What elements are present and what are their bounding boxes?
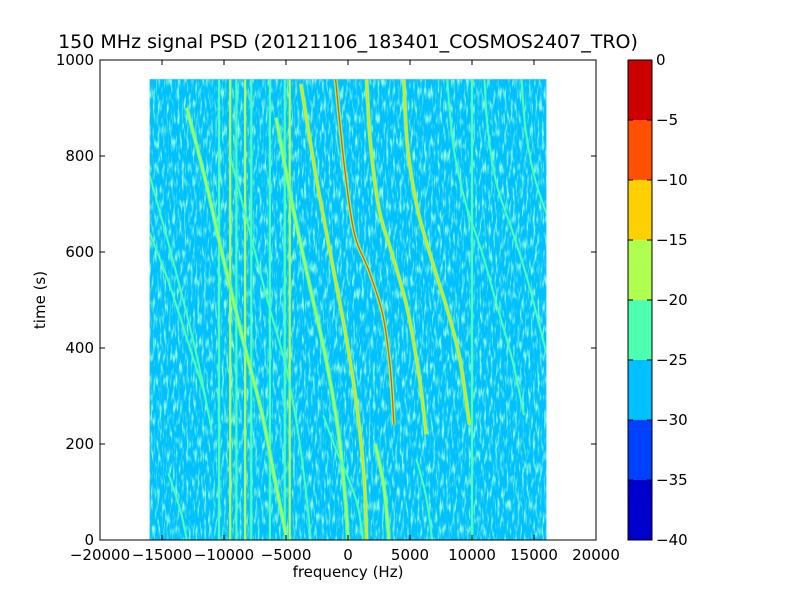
doppler-trace: [446, 79, 526, 416]
y-tick-label: 400: [65, 339, 94, 357]
colorbar-tick-label: −10: [656, 171, 688, 189]
y-tick-label: 0: [84, 531, 94, 549]
y-tick-label: 600: [65, 243, 94, 261]
x-axis-label: frequency (Hz): [293, 563, 404, 581]
doppler-trace: [300, 83, 368, 540]
doppler-trace: [185, 107, 287, 536]
x-tick-label: 15000: [510, 546, 558, 564]
doppler-trace: [483, 79, 547, 354]
colorbar-band: [628, 300, 652, 360]
colorbar-tick-label: 0: [656, 51, 666, 69]
y-axis: 0 200 400 600 800 1000: [56, 51, 596, 549]
colorbar-band: [628, 120, 652, 180]
colorbar-tick-label: −40: [656, 531, 688, 549]
colorbar-tick-label: −15: [656, 231, 688, 249]
colorbar-band: [628, 360, 652, 420]
x-tick-label: 0: [343, 546, 353, 564]
colorbar-tick-label: −30: [656, 411, 688, 429]
chart-title: 150 MHz signal PSD (20121106_183401_COSM…: [58, 31, 638, 53]
colorbar-tick-label: −35: [656, 471, 688, 489]
x-tick-label: 5000: [391, 546, 429, 564]
doppler-trace: [149, 232, 207, 397]
colorbar-band: [628, 180, 652, 240]
doppler-trace: [520, 79, 547, 214]
x-axis: −20000 −15000 −10000 −5000 0 5000 10000 15000 20…: [70, 60, 620, 564]
colorbar-tick-label: −5: [656, 111, 678, 129]
x-tick-label: −15000: [132, 546, 192, 564]
x-tick-label: 10000: [448, 546, 496, 564]
doppler-trace: [365, 79, 427, 435]
colorbar-band: [628, 240, 652, 300]
colorbar-tick-label: −20: [656, 291, 688, 309]
colorbar-band: [628, 420, 652, 480]
colorbar: 0 −5 −10 −15 −20 −25 −30 −35 −40: [627, 51, 688, 549]
colorbar-band: [628, 480, 652, 540]
spectrogram-noise: [149, 79, 547, 540]
doppler-trace: [229, 155, 312, 540]
y-axis-label: time (s): [31, 271, 49, 329]
x-tick-label: −20000: [70, 546, 130, 564]
doppler-trace: [149, 174, 213, 430]
y-tick-label: 1000: [56, 51, 94, 69]
doppler-trace: [374, 443, 390, 540]
colorbar-tick-label: −25: [656, 351, 688, 369]
doppler-trace: [322, 414, 364, 540]
doppler-trace: [275, 117, 349, 540]
doppler-trace: [403, 79, 471, 425]
doppler-traces-layer: [149, 79, 547, 540]
y-tick-label: 200: [65, 435, 94, 453]
x-tick-label: 20000: [572, 546, 620, 564]
y-tick-label: 800: [65, 147, 94, 165]
x-tick-label: −5000: [261, 546, 312, 564]
doppler-trace: [334, 79, 395, 425]
doppler-trace: [167, 472, 188, 540]
doppler-trace: [415, 458, 434, 540]
x-tick-label: −10000: [194, 546, 254, 564]
colorbar-band: [628, 60, 652, 120]
plot-area: [99, 59, 597, 541]
